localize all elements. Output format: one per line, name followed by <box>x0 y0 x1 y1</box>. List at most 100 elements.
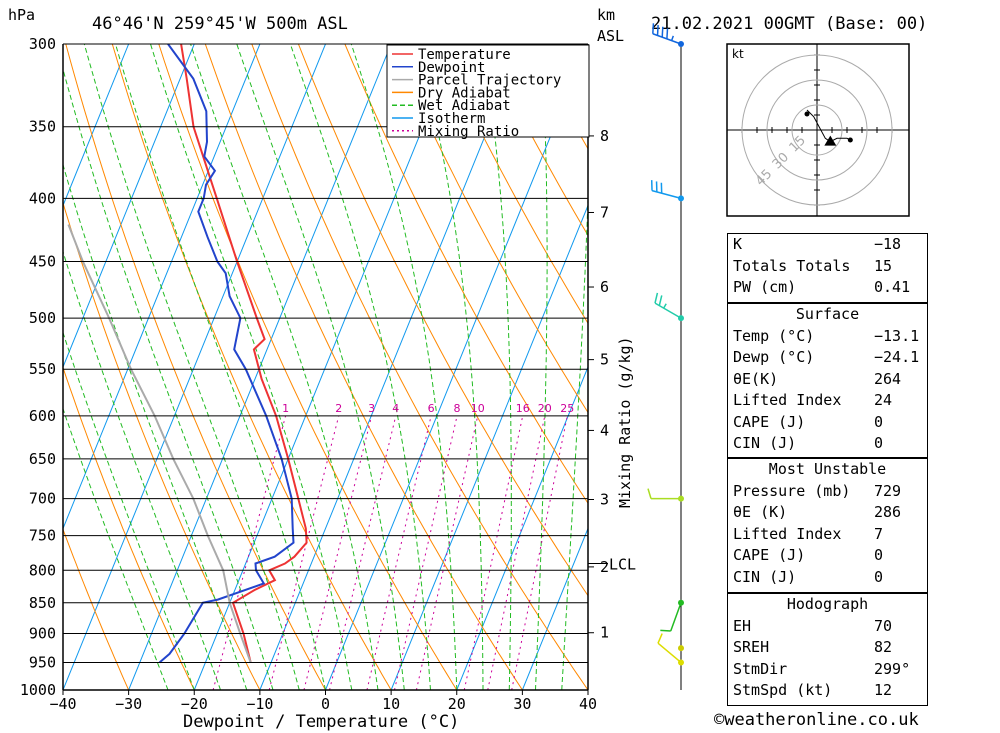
copyright-text[interactable]: ©weatheronline.co.uk <box>714 710 919 730</box>
totals-totals-value: 15 <box>874 256 893 275</box>
stmspd-label: StmSpd (kt) <box>733 681 833 699</box>
pressure-tick-label: 600 <box>29 407 56 425</box>
wet-adiabat-line <box>481 44 512 690</box>
surface-cin-row: CIN (J) 0 <box>728 433 927 455</box>
k-index-label: K <box>733 235 743 253</box>
dry-adiabat-line <box>950 44 1000 690</box>
pressure-tick-label: 950 <box>29 653 56 671</box>
isotherm-line <box>128 44 392 690</box>
mu-theta-value: 286 <box>874 503 902 521</box>
mixing-ratio-label: 8 <box>454 402 461 415</box>
surface-title-row: Surface <box>728 304 927 326</box>
isotherm-line <box>63 44 261 530</box>
height-tick-label: 6 <box>600 278 609 296</box>
parcel-trajectory-line <box>67 224 252 663</box>
legend-label: Parcel Trajectory <box>418 73 561 89</box>
most-unstable-panel: Most Unstable Pressure (mb) 729 θE (K) 286… <box>727 458 928 593</box>
surface-cape-value: 0 <box>874 412 884 431</box>
wind-barb-flag <box>656 24 659 36</box>
legend-box <box>386 44 590 138</box>
k-index-row: K −18 <box>728 234 927 256</box>
isotherm-line <box>456 365 588 690</box>
isotherm-line <box>259 44 523 690</box>
dewpoint-line <box>158 44 295 664</box>
legend-label: Dry Adiabat <box>418 85 511 101</box>
mixing-ratio-line <box>303 415 373 690</box>
height-tick-label: 1 <box>600 624 609 642</box>
stmdir-label: StmDir <box>733 659 788 678</box>
mu-li-value: 7 <box>874 524 884 543</box>
surface-dewp-label: Dewp (°C) <box>733 348 815 366</box>
mixing-ratio-line <box>329 415 397 690</box>
location-title: 46°46'N 259°45'W 500m ASL <box>92 14 348 34</box>
hodograph-ring <box>766 79 868 181</box>
wind-barb-flag <box>660 629 671 632</box>
mu-theta-row: θE (K) 286 <box>728 502 927 524</box>
wind-barb-flag <box>647 488 652 499</box>
x-tick-label: 40 <box>579 695 597 713</box>
x-tick-label: −40 <box>49 695 76 713</box>
mixing-ratio-line <box>463 415 524 690</box>
wet-adiabat-line <box>416 44 484 690</box>
isotherm-line <box>63 44 195 369</box>
mu-li-label: Lifted Index <box>733 524 842 543</box>
surface-li-row: Lifted Index 24 <box>728 390 927 412</box>
totals-totals-row: Totals Totals 15 <box>728 256 927 278</box>
wind-barb-flag <box>661 26 664 38</box>
surface-temp-label: Temp (°C) <box>733 326 815 345</box>
eh-row: EH 70 <box>728 616 927 638</box>
dry-adiabat-line <box>996 44 1000 690</box>
x-tick-label: 30 <box>513 695 531 713</box>
pressure-tick-label: 800 <box>29 561 56 579</box>
wind-barb-staff <box>670 602 682 632</box>
surface-theta-row: θE(K) 264 <box>728 369 927 391</box>
pw-label: PW (cm) <box>733 278 797 296</box>
wind-level-dot <box>678 645 684 652</box>
mixing-ratio-label: 2 <box>335 402 342 415</box>
legend-label: Isotherm <box>418 111 485 127</box>
x-tick-label: −20 <box>181 695 208 713</box>
pressure-tick-label: 450 <box>29 253 56 271</box>
isotherm-line <box>521 527 588 690</box>
isotherm-line <box>390 204 588 690</box>
mu-li-row: Lifted Index 7 <box>728 524 927 546</box>
mixing-ratio-label: 6 <box>428 402 435 415</box>
stmspd-row: StmSpd (kt) 12 <box>728 680 927 702</box>
pressure-tick-label: 650 <box>29 450 56 468</box>
dry-adiabat-line <box>63 528 130 690</box>
km-label: km <box>597 6 615 24</box>
stmspd-value: 12 <box>874 681 893 699</box>
pressure-tick-label: 400 <box>29 189 56 207</box>
mu-pressure-value: 729 <box>874 481 902 500</box>
mu-cape-value: 0 <box>874 546 884 564</box>
pw-row: PW (cm) 0.41 <box>728 277 927 299</box>
surface-cape-row: CAPE (J) 0 <box>728 412 927 434</box>
k-index-value: −18 <box>874 235 902 253</box>
isotherm-line <box>63 44 130 207</box>
surface-cape-label: CAPE (J) <box>733 412 806 431</box>
pressure-tick-label: 900 <box>29 624 56 642</box>
mixing-ratio-line <box>393 415 458 690</box>
dry-adiabat-line <box>437 44 588 325</box>
wet-adiabat-line <box>561 187 588 690</box>
wet-adiabat-line <box>350 44 458 690</box>
isotherm-line <box>63 44 326 690</box>
surface-title: Surface <box>795 305 860 323</box>
height-tick-label: 4 <box>600 421 609 439</box>
mu-theta-label: θE (K) <box>733 503 788 521</box>
surface-dewp-row: Dewp (°C) −24.1 <box>728 347 927 369</box>
height-tick-label: 2 <box>600 558 609 576</box>
wet-adiabat-line <box>236 44 405 690</box>
mixing-ratio-line <box>487 415 546 690</box>
surface-li-value: 24 <box>874 391 893 409</box>
height-tick-label: 7 <box>600 203 609 221</box>
surface-temp-row: Temp (°C) −13.1 <box>728 326 927 348</box>
dry-adiabat-line <box>483 44 588 237</box>
mu-title-row: Most Unstable <box>728 459 927 481</box>
wind-barb-flag <box>666 28 669 39</box>
x-tick-label: 20 <box>448 695 466 713</box>
surface-temp-value: −13.1 <box>874 326 920 345</box>
hodograph-unit-label: kt <box>732 47 744 61</box>
wind-barb-half-flag <box>670 35 675 41</box>
sreh-value: 82 <box>874 638 893 656</box>
